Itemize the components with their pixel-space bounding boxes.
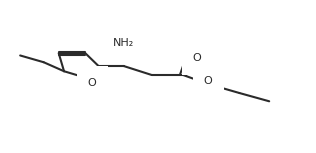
Text: O: O: [88, 78, 97, 88]
Text: O: O: [204, 76, 212, 86]
Text: NH₂: NH₂: [113, 38, 134, 49]
Text: O: O: [193, 53, 202, 63]
